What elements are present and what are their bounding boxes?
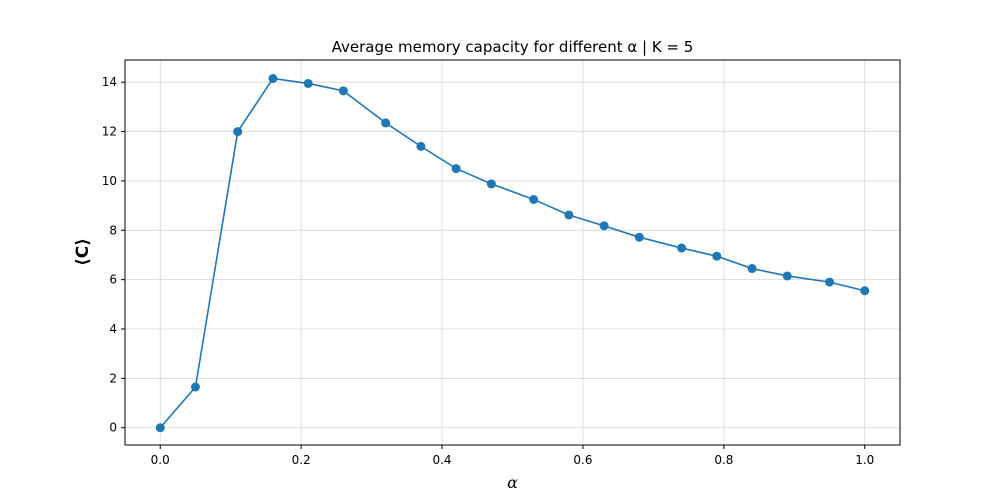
- data-point: [747, 264, 757, 274]
- data-point: [451, 164, 461, 174]
- data-point: [564, 210, 574, 220]
- x-axis-label: α: [507, 473, 518, 492]
- chart-title: Average memory capacity for different α …: [332, 38, 694, 56]
- series-layer: [155, 74, 870, 433]
- data-point: [782, 271, 792, 281]
- series-line: [159, 77, 865, 429]
- data-point: [303, 78, 313, 88]
- data-point: [381, 118, 391, 128]
- x-tick-label: 1.0: [855, 453, 874, 467]
- y-tick-label: 0: [109, 421, 117, 435]
- y-tick-label: 12: [102, 125, 117, 139]
- x-tick-label: 0.2: [292, 453, 311, 467]
- data-point: [416, 141, 426, 151]
- x-tick-label: 0.8: [714, 453, 733, 467]
- x-tick-label: 0.4: [432, 453, 451, 467]
- data-point: [268, 74, 278, 84]
- data-point: [825, 277, 835, 287]
- data-point: [486, 179, 496, 189]
- data-point: [190, 382, 200, 392]
- y-tick-label: 8: [109, 223, 117, 237]
- y-tick-label: 10: [102, 174, 117, 188]
- y-tick-label: 2: [109, 371, 117, 385]
- data-point: [677, 243, 687, 253]
- data-point: [155, 423, 165, 433]
- y-tick-label: 6: [109, 273, 117, 287]
- data-point: [712, 251, 722, 261]
- x-tick-label: 0.0: [151, 453, 170, 467]
- y-tick-label: 4: [109, 322, 117, 336]
- data-point: [233, 127, 243, 137]
- data-point: [529, 194, 539, 204]
- data-point: [860, 286, 870, 296]
- y-tick-label: 14: [102, 75, 117, 89]
- tick-layer: 0.0 0.2 0.4 0.6 0.8 1.0 0 2 4 6 8 10 12 14: [102, 75, 875, 467]
- plot-frame: [124, 59, 901, 446]
- data-point: [338, 86, 348, 96]
- grid-layer: [125, 60, 900, 445]
- data-point: [634, 232, 644, 242]
- data-point: [599, 221, 609, 231]
- y-axis-label: ⟨C⟩: [73, 238, 93, 266]
- x-tick-label: 0.6: [573, 453, 592, 467]
